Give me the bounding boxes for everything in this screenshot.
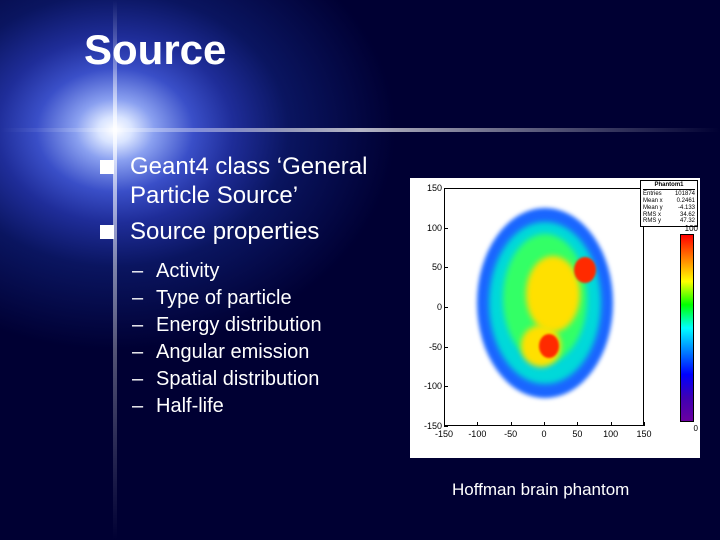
- sub-bullet-item: –Type of particle: [132, 287, 410, 310]
- bullet-text: Geant4 class ‘General Particle Source’: [130, 152, 410, 211]
- sub-bullet-text: Spatial distribution: [156, 368, 319, 391]
- plot-statbox: Phantom1 Entries101874 Mean x0.2461 Mean…: [640, 180, 698, 227]
- colorbar-max-label: 100: [685, 224, 698, 233]
- plot-axes: [444, 188, 644, 426]
- dash-icon: –: [132, 314, 150, 337]
- sub-bullet-text: Half-life: [156, 395, 224, 418]
- statbox-row: Entries101874: [643, 191, 695, 198]
- brain-phantom-heatmap: [445, 189, 643, 425]
- y-tick-label: -100: [414, 381, 442, 391]
- slide-body: Geant4 class ‘General Particle Source’ S…: [100, 152, 410, 422]
- sub-bullet-text: Energy distribution: [156, 314, 322, 337]
- x-tick-label: -50: [496, 429, 526, 439]
- sub-bullet-list: –Activity –Type of particle –Energy dist…: [132, 260, 410, 418]
- statbox-row: Mean y-4.133: [643, 205, 695, 212]
- y-tick-label: 100: [414, 223, 442, 233]
- x-tick-label: 50: [562, 429, 592, 439]
- statbox-row: Mean x0.2461: [643, 198, 695, 205]
- x-tick-label: 100: [596, 429, 626, 439]
- x-tick-label: 0: [529, 429, 559, 439]
- bullet-item: Geant4 class ‘General Particle Source’: [100, 152, 410, 211]
- slide-title: Source: [84, 26, 226, 74]
- heatmap-region: [539, 334, 559, 358]
- y-tick-label: 0: [414, 302, 442, 312]
- sub-bullet-item: –Activity: [132, 260, 410, 283]
- colorbar-min-label: 0: [694, 424, 698, 433]
- x-tick-label: -100: [462, 429, 492, 439]
- dash-icon: –: [132, 368, 150, 391]
- heatmap-plot: Phantom1 Entries101874 Mean x0.2461 Mean…: [410, 178, 700, 458]
- statbox-row: RMS x34.62: [643, 212, 695, 219]
- dash-icon: –: [132, 287, 150, 310]
- sub-bullet-item: –Angular emission: [132, 341, 410, 364]
- heatmap-region: [574, 257, 596, 283]
- dash-icon: –: [132, 395, 150, 418]
- statbox-title: Phantom1: [643, 182, 695, 190]
- y-tick-label: 50: [414, 262, 442, 272]
- plot-colorbar: [680, 234, 694, 422]
- sub-bullet-text: Angular emission: [156, 341, 309, 364]
- bullet-item: Source properties: [100, 217, 410, 246]
- sub-bullet-item: –Energy distribution: [132, 314, 410, 337]
- dash-icon: –: [132, 260, 150, 283]
- bullet-text: Source properties: [130, 217, 319, 246]
- sub-bullet-text: Type of particle: [156, 287, 292, 310]
- dash-icon: –: [132, 341, 150, 364]
- sub-bullet-item: –Half-life: [132, 395, 410, 418]
- figure-caption: Hoffman brain phantom: [452, 480, 629, 500]
- lens-flare-horizontal: [0, 128, 720, 132]
- x-tick-label: -150: [429, 429, 459, 439]
- heatmap-region: [526, 256, 580, 332]
- x-tick-label: 150: [629, 429, 659, 439]
- y-tick-label: -50: [414, 342, 442, 352]
- sub-bullet-item: –Spatial distribution: [132, 368, 410, 391]
- square-bullet-icon: [100, 225, 114, 239]
- sub-bullet-text: Activity: [156, 260, 219, 283]
- square-bullet-icon: [100, 160, 114, 174]
- y-tick-label: 150: [414, 183, 442, 193]
